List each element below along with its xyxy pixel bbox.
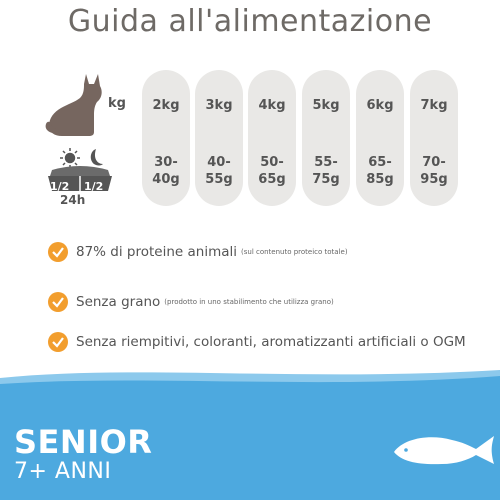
bowl-half-right: 1/2 [84,180,104,193]
cat-weight: 5kg [312,98,340,113]
check-icon [48,292,68,312]
daily-amount: 50- 65g [258,155,286,187]
daily-amount: 65- 85g [366,155,394,187]
life-stage-title: SENIOR [14,423,153,461]
feature-text: 87% di proteine animali [76,244,237,260]
banner-wave [0,370,500,500]
cat-icon [45,74,102,136]
feeding-column: 4kg 50- 65g [248,70,296,206]
feature-text: Senza riempitivi, coloranti, aromatizzan… [76,334,466,350]
sun-icon [60,148,80,168]
sun-moon-icon [60,148,103,168]
feature-item: Senza grano (prodotto in uno stabiliment… [48,290,334,314]
check-icon [48,242,68,262]
check-icon [48,332,68,352]
feature-item: Senza riempitivi, coloranti, aromatizzan… [48,330,466,354]
feeding-column: 2kg 30- 40g [142,70,190,206]
feature-note: (sul contenuto proteico totale) [241,248,348,256]
cat-weight: 4kg [258,98,286,113]
cat-weight: 3kg [205,98,233,113]
feeding-column: 6kg 65- 85g [356,70,404,206]
daily-amount: 70- 95g [420,155,448,187]
daily-amount: 55- 75g [312,155,340,187]
bowl-half-left: 1/2 [50,180,70,193]
feature-note: (prodotto in uno stabilimento che utiliz… [164,298,334,306]
period-label: 24h [60,193,86,207]
daily-amount: 30- 40g [152,155,180,187]
cat-weight: 7kg [420,98,448,113]
cat-weight: 2kg [152,98,180,113]
bowl-icon [48,166,112,191]
page-title: Guida all'alimentazione [67,4,433,39]
cat-weight: 6kg [366,98,394,113]
age-range-label: 7+ ANNI [14,459,112,484]
feeding-column: 7kg 70- 95g [410,70,458,206]
kg-label: kg [108,96,126,111]
feeding-column: 5kg 55- 75g [302,70,350,206]
feature-text: Senza grano [76,294,161,310]
fish-icon [394,436,494,465]
feature-item: 87% di proteine animali (sul contenuto p… [48,240,348,264]
daily-amount: 40- 55g [205,155,233,187]
moon-icon [90,149,103,166]
feeding-column: 3kg 40- 55g [195,70,243,206]
